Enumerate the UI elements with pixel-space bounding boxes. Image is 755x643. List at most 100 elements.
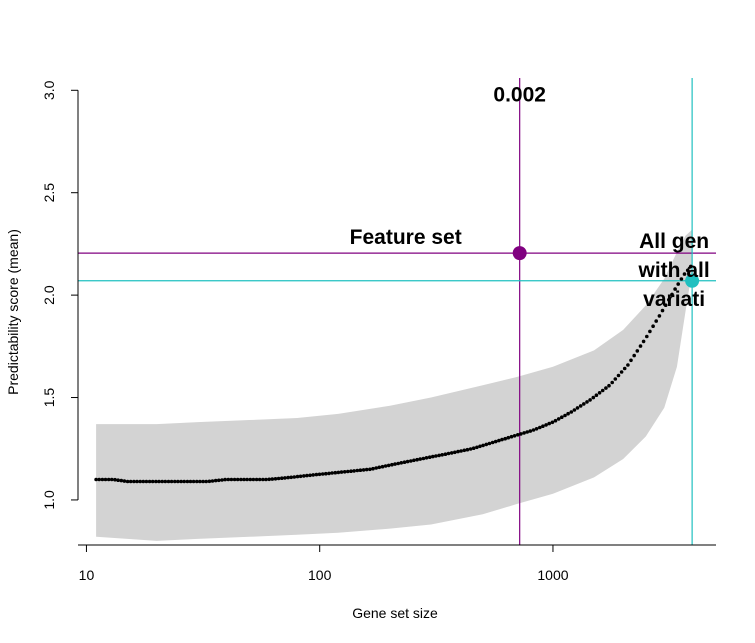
mean-point <box>327 471 331 476</box>
mean-point <box>396 461 401 466</box>
significance-label: 0.002 <box>493 83 546 106</box>
mean-point <box>405 459 410 464</box>
mean-point <box>229 477 234 482</box>
mean-point <box>320 472 325 476</box>
mean-point <box>342 470 347 474</box>
mean-point <box>305 473 309 478</box>
mean-point <box>103 477 108 482</box>
mean-point <box>679 277 684 281</box>
mean-point <box>113 477 117 482</box>
mean-point <box>333 470 338 475</box>
mean-point <box>493 439 498 444</box>
right-margin-mask <box>716 0 755 643</box>
mean-point <box>481 443 485 448</box>
mean-point <box>232 477 237 482</box>
mean-point <box>528 429 533 433</box>
mean-point <box>371 466 375 471</box>
mean-point <box>399 461 404 465</box>
mean-point <box>311 473 316 477</box>
mean-point <box>361 468 366 472</box>
mean-point <box>534 427 539 431</box>
mean-point <box>144 479 149 484</box>
mean-point <box>261 477 265 482</box>
mean-point <box>519 432 523 436</box>
mean-point <box>468 447 473 451</box>
mean-point <box>431 454 435 459</box>
mean-point <box>154 479 158 484</box>
mean-point <box>393 462 397 466</box>
mean-point <box>449 451 454 455</box>
mean-point <box>106 477 111 482</box>
mean-point <box>132 479 136 484</box>
mean-point <box>314 472 319 477</box>
mean-point <box>575 406 580 410</box>
mean-point <box>682 272 687 276</box>
mean-point <box>610 380 614 385</box>
mean-point <box>597 391 602 395</box>
mean-point <box>270 477 275 481</box>
mean-point <box>421 456 426 461</box>
mean-point <box>412 458 416 463</box>
x-tick-label: 10 <box>79 567 95 583</box>
y-axis-title: Predictability score (mean) <box>5 229 21 395</box>
mean-point <box>251 477 256 482</box>
mean-point <box>163 479 168 484</box>
mean-point <box>651 324 655 329</box>
mean-point <box>226 477 231 482</box>
mean-point <box>465 447 470 452</box>
mean-point <box>195 479 199 484</box>
mean-point <box>585 400 589 404</box>
mean-point <box>220 478 224 482</box>
mean-point <box>298 474 303 479</box>
mean-point <box>525 430 529 434</box>
mean-point <box>364 467 369 472</box>
mean-point <box>415 457 419 462</box>
mean-point <box>390 462 394 467</box>
mean-point <box>166 479 171 484</box>
mean-point <box>550 420 555 425</box>
mean-point <box>459 449 463 453</box>
mean-point <box>207 479 212 484</box>
feature-set-label: Feature set <box>350 226 462 249</box>
mean-point <box>509 434 514 439</box>
x-tick-label: 1000 <box>537 567 568 583</box>
mean-point <box>324 471 328 476</box>
mean-point <box>182 479 186 484</box>
mean-point <box>456 449 460 454</box>
mean-point <box>626 363 630 367</box>
mean-point <box>147 479 152 484</box>
y-tick-label: 2.5 <box>41 183 57 203</box>
mean-point <box>497 438 501 443</box>
mean-point <box>582 402 586 406</box>
mean-point <box>645 334 649 339</box>
mean-point <box>641 339 646 344</box>
x-tick-label: 100 <box>308 567 332 583</box>
mean-point <box>179 479 183 484</box>
mean-point <box>119 478 124 483</box>
mean-point <box>660 308 665 313</box>
mean-point <box>223 477 227 482</box>
mean-point <box>283 476 287 480</box>
mean-point <box>138 479 142 484</box>
x-axis-title: Gene set size <box>352 605 438 621</box>
mean-point <box>257 477 262 482</box>
mean-point <box>330 471 334 475</box>
mean-point <box>317 472 322 477</box>
mean-point <box>141 479 146 484</box>
mean-point <box>128 479 133 484</box>
mean-point <box>346 469 350 474</box>
mean-point <box>500 437 504 442</box>
mean-point <box>563 413 567 418</box>
mean-point <box>267 477 272 482</box>
mean-points <box>94 264 693 484</box>
y-tick-label: 2.0 <box>41 285 57 305</box>
mean-point <box>352 469 356 473</box>
mean-point <box>386 463 391 468</box>
mean-point <box>339 470 344 474</box>
mean-point <box>622 366 627 371</box>
mean-point <box>689 264 693 269</box>
mean-point <box>176 479 180 484</box>
feature-set-marker <box>512 246 527 261</box>
mean-point <box>201 479 205 484</box>
